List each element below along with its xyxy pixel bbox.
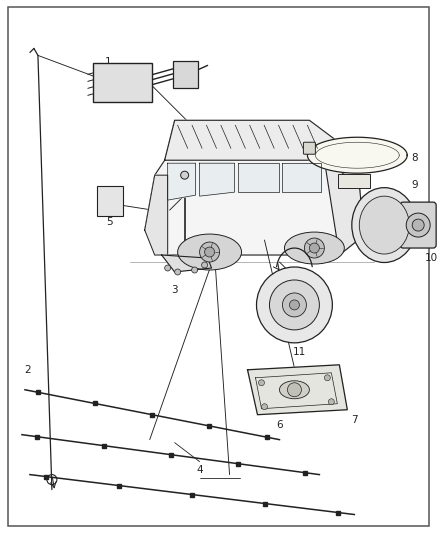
- Polygon shape: [145, 175, 168, 255]
- Ellipse shape: [359, 196, 409, 254]
- FancyBboxPatch shape: [93, 63, 152, 102]
- Circle shape: [201, 262, 208, 268]
- Circle shape: [412, 219, 424, 231]
- Text: 4: 4: [196, 465, 203, 474]
- Circle shape: [283, 293, 307, 317]
- Text: 5: 5: [106, 217, 113, 227]
- Text: 11: 11: [293, 347, 306, 357]
- Ellipse shape: [279, 381, 309, 399]
- Circle shape: [257, 267, 332, 343]
- Polygon shape: [283, 163, 321, 192]
- Polygon shape: [200, 163, 234, 196]
- Circle shape: [165, 265, 171, 271]
- Polygon shape: [247, 365, 347, 415]
- Text: 7: 7: [351, 415, 357, 425]
- Circle shape: [200, 242, 219, 262]
- Circle shape: [325, 375, 330, 381]
- Circle shape: [261, 403, 268, 410]
- Text: 8: 8: [411, 153, 417, 163]
- FancyBboxPatch shape: [97, 186, 123, 216]
- Ellipse shape: [178, 234, 241, 270]
- Polygon shape: [165, 120, 350, 160]
- Circle shape: [175, 269, 180, 275]
- Polygon shape: [237, 163, 279, 192]
- Ellipse shape: [284, 232, 344, 264]
- Polygon shape: [325, 160, 364, 255]
- Circle shape: [287, 383, 301, 397]
- Text: 10: 10: [424, 253, 438, 263]
- Circle shape: [180, 171, 189, 179]
- Text: 9: 9: [411, 180, 417, 190]
- Circle shape: [205, 247, 215, 257]
- Circle shape: [304, 238, 325, 258]
- FancyBboxPatch shape: [338, 174, 370, 188]
- Circle shape: [269, 280, 319, 330]
- FancyBboxPatch shape: [400, 202, 436, 248]
- Text: 2: 2: [25, 365, 31, 375]
- Polygon shape: [162, 255, 212, 272]
- Circle shape: [406, 213, 430, 237]
- Polygon shape: [307, 138, 407, 173]
- Text: 3: 3: [171, 285, 178, 295]
- Polygon shape: [145, 160, 364, 255]
- FancyBboxPatch shape: [173, 61, 198, 88]
- Text: 1: 1: [105, 58, 111, 67]
- Circle shape: [192, 267, 198, 273]
- Polygon shape: [168, 163, 196, 200]
- FancyBboxPatch shape: [304, 142, 315, 154]
- Circle shape: [258, 380, 265, 386]
- Circle shape: [309, 243, 319, 253]
- Text: 6: 6: [276, 419, 283, 430]
- Circle shape: [290, 300, 300, 310]
- Ellipse shape: [352, 188, 417, 263]
- Circle shape: [328, 399, 334, 405]
